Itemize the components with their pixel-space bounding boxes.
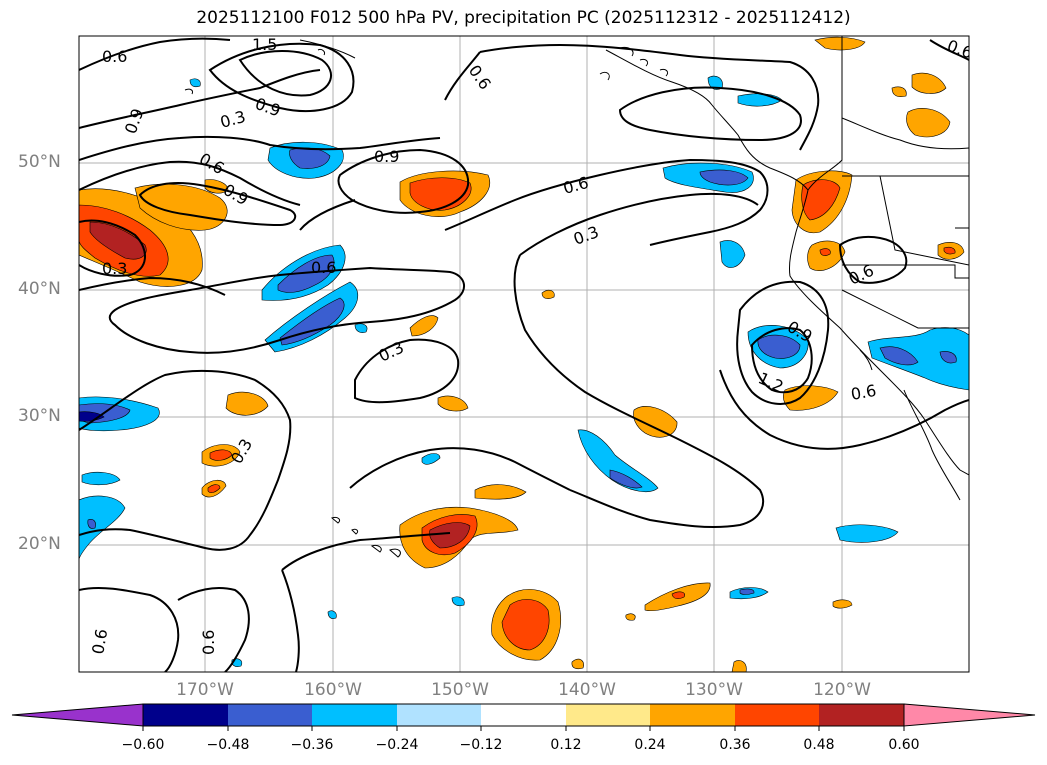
colorbar-segment xyxy=(735,704,819,726)
precip-area xyxy=(879,346,919,366)
precip-area xyxy=(451,596,465,607)
longitude-label: 150°W xyxy=(431,680,489,700)
precip-area xyxy=(731,660,747,672)
precip-area xyxy=(429,522,471,549)
precip-area xyxy=(279,297,345,346)
colorbar-tick-label: −0.24 xyxy=(375,737,419,753)
precip-area xyxy=(134,183,228,231)
precip-area xyxy=(807,240,846,272)
precip-area xyxy=(81,471,121,486)
precip-area xyxy=(939,351,957,364)
contour-label: 0.3 xyxy=(102,259,127,278)
contour-label: 0.6 xyxy=(102,47,127,66)
precip-area xyxy=(87,519,96,529)
latitude-label: 20°N xyxy=(18,534,61,554)
precip-area xyxy=(911,72,947,94)
precip-area xyxy=(757,334,801,359)
precip-area xyxy=(719,240,746,268)
colorbar xyxy=(11,703,1036,731)
colorbar-extend-low xyxy=(11,703,144,727)
colorbar-tick-label: −0.60 xyxy=(121,737,165,753)
contour-label: 0.9 xyxy=(374,147,399,166)
precip-area xyxy=(79,411,105,422)
longitude-label: 170°W xyxy=(176,680,234,700)
precip-area xyxy=(783,385,839,411)
precip-area xyxy=(501,599,550,651)
precip-area xyxy=(327,610,337,619)
contour-label: 0.6 xyxy=(199,630,218,655)
colorbar-tick-label: −0.12 xyxy=(459,737,503,753)
precip-area xyxy=(189,78,201,88)
map-title: 2025112100 F012 500 hPa PV, precipitatio… xyxy=(196,8,851,28)
colorbar-extend-high xyxy=(903,703,1036,727)
map-plot-area: 1.5 0.6 0.9 0.3 0.6 0.9 0.6 0.9 0.9 0.6 … xyxy=(79,35,969,672)
precip-area xyxy=(832,599,853,609)
precip-area xyxy=(541,289,555,299)
colorbar-segment xyxy=(819,704,904,726)
precip-area xyxy=(474,484,527,500)
colorbar-tick-label: 0.12 xyxy=(550,737,582,753)
pv-contours xyxy=(79,37,969,672)
precip-area xyxy=(609,469,643,489)
precip-area xyxy=(354,323,368,333)
longitude-label: 160°W xyxy=(304,680,362,700)
precip-area xyxy=(571,658,584,670)
precip-area xyxy=(819,248,831,256)
contour-label: 0.6 xyxy=(849,381,877,404)
colorbar-segment xyxy=(228,704,312,726)
precip-area xyxy=(943,246,956,255)
contour-label: 0.6 xyxy=(88,627,111,655)
contour-label: 1.5 xyxy=(252,35,277,54)
graticule xyxy=(79,36,969,672)
map-frame xyxy=(78,35,970,673)
colorbar-segment xyxy=(397,704,481,726)
colorbar-tick-label: 0.36 xyxy=(719,737,751,753)
latitude-label: 30°N xyxy=(18,406,61,426)
colorbar-segment xyxy=(650,704,735,726)
precip-area xyxy=(209,449,233,461)
colorbar-segment xyxy=(312,704,397,726)
colorbar-segment xyxy=(566,704,650,726)
precip-area xyxy=(739,588,755,595)
latitude-label: 40°N xyxy=(18,279,61,299)
precip-area xyxy=(225,391,269,416)
precip-area xyxy=(79,495,126,561)
precip-area xyxy=(207,484,221,493)
colorbar-segment xyxy=(143,704,228,726)
precip-area xyxy=(867,327,969,391)
coastlines xyxy=(605,36,969,501)
longitude-label: 120°W xyxy=(813,680,871,700)
precip-area xyxy=(671,591,685,599)
latitude-label: 50°N xyxy=(18,152,61,172)
colorbar-segment xyxy=(481,704,566,726)
precip-area xyxy=(906,108,951,138)
precip-area xyxy=(421,453,441,465)
contour-label: 0.6 xyxy=(311,258,336,277)
colorbar-tick-label: 0.60 xyxy=(888,737,920,753)
precip-area xyxy=(814,36,866,51)
precip-area xyxy=(699,169,749,186)
colorbar-tick-label: −0.36 xyxy=(290,737,334,753)
precip-area xyxy=(891,86,907,98)
precip-area xyxy=(633,406,678,438)
precip-area xyxy=(437,395,469,412)
longitude-label: 130°W xyxy=(685,680,743,700)
precip-area xyxy=(625,613,636,621)
colorbar-tick-label: 0.48 xyxy=(803,737,835,753)
precip-area xyxy=(801,179,841,221)
longitude-label: 140°W xyxy=(558,680,616,700)
precip-area xyxy=(409,315,439,337)
precip-area xyxy=(835,524,899,543)
precip-area xyxy=(577,429,659,493)
precip-area xyxy=(89,221,147,260)
colorbar-tick-label: 0.24 xyxy=(634,737,666,753)
colorbar-tick-label: −0.48 xyxy=(206,737,250,753)
